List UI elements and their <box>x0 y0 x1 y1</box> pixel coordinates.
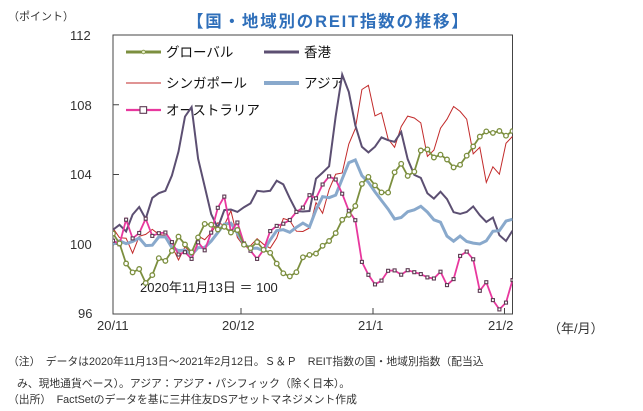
svg-text:アジア: アジア <box>304 76 344 91</box>
svg-text:2020年11月13日 ＝ 100: 2020年11月13日 ＝ 100 <box>140 280 278 295</box>
svg-text:オーストラリア: オーストラリア <box>166 103 260 118</box>
svg-text:香港: 香港 <box>304 45 331 60</box>
svg-text:シンガポール: シンガポール <box>166 76 247 91</box>
svg-text:グローバル: グローバル <box>166 45 233 60</box>
